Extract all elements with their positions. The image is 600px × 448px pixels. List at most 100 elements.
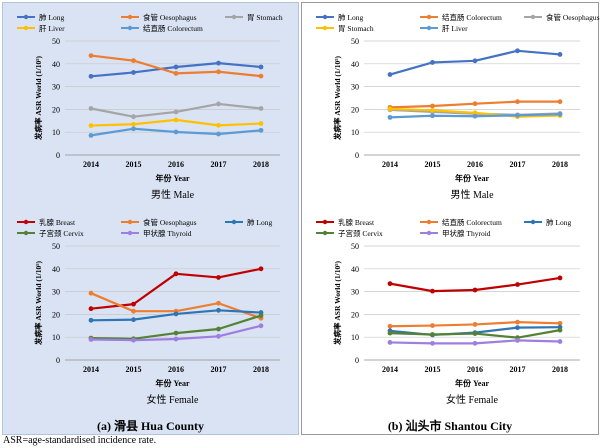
data-point <box>173 336 179 342</box>
x-tick-label: 2017 <box>211 160 227 169</box>
legend-marker <box>23 230 29 236</box>
data-point <box>472 110 478 116</box>
y-tick-label: 50 <box>52 37 60 46</box>
y-tick-label: 20 <box>351 105 359 114</box>
x-tick-label: 2016 <box>467 160 483 169</box>
legend-marker <box>322 230 328 236</box>
data-point <box>173 271 179 277</box>
data-point <box>258 323 264 329</box>
x-axis-label: 年份 Year <box>156 378 190 388</box>
data-point <box>557 320 563 326</box>
legend-label: 结直肠 Colorectum <box>442 12 502 22</box>
legend-marker <box>127 14 133 20</box>
x-axis-label: 年份 Year <box>455 173 489 183</box>
data-point <box>515 99 520 105</box>
legend-label: 食管 Oesophagus <box>143 12 197 22</box>
panel-caption-shantou-city: (b) 汕头市 Shantou City <box>387 419 513 433</box>
data-point <box>258 127 264 133</box>
legend-marker <box>127 230 133 236</box>
x-tick-label: 2016 <box>168 160 184 169</box>
y-tick-label: 10 <box>351 333 359 342</box>
data-point <box>387 106 393 112</box>
data-point <box>430 340 435 346</box>
data-point <box>216 69 221 75</box>
y-tick-label: 50 <box>351 37 359 46</box>
data-point <box>216 122 221 128</box>
y-tick-label: 20 <box>52 105 60 114</box>
legend-marker <box>322 25 328 31</box>
x-tick-label: 2014 <box>382 365 398 374</box>
x-tick-label: 2014 <box>83 160 99 169</box>
x-tick-label: 2018 <box>552 160 568 169</box>
shantou-male-chart: 肺 Long 结直肠 Colorectum 食管 Oesophagus 胃 Stoma… <box>316 12 600 201</box>
data-point <box>88 337 94 342</box>
hua-county-female-chart: 乳腺 Breast 食管 Oesophagus 肺 Long 子宫颈 Cervix 甲状… <box>17 217 280 406</box>
data-point <box>472 58 478 64</box>
data-point <box>258 106 264 111</box>
y-tick-label: 0 <box>355 151 359 160</box>
legend-marker <box>231 219 237 225</box>
y-tick-label: 30 <box>351 83 359 92</box>
legend-label: 肺 Long <box>247 218 272 227</box>
data-point <box>387 72 393 77</box>
data-point <box>387 281 393 287</box>
legend-label: 肺 Long <box>338 13 363 22</box>
data-point <box>173 117 179 123</box>
legend-marker <box>426 219 432 225</box>
legend-marker <box>322 14 328 20</box>
panel-hua-county: 肺 Long 食管 Oesophagus 胃 Stomach 肝 Liver 结直肠 C… <box>2 2 299 435</box>
legend-label: 乳腺 Breast <box>338 217 375 227</box>
x-tick-label: 2018 <box>253 160 269 169</box>
x-tick-label: 2015 <box>425 365 441 374</box>
legend-marker <box>127 25 133 31</box>
data-point <box>131 58 136 64</box>
chart-caption: 女性 Female <box>446 393 498 406</box>
data-point <box>173 330 179 336</box>
panel-shantou-city: 肺 Long 结直肠 Colorectum 食管 Oesophagus 胃 Stoma… <box>301 2 600 435</box>
data-point <box>557 111 563 117</box>
data-point <box>387 340 393 345</box>
data-point <box>258 266 264 272</box>
chart-caption: 男性 Male <box>450 188 494 201</box>
y-tick-label: 0 <box>56 151 60 160</box>
data-point <box>88 106 94 111</box>
chart-caption: 男性 Male <box>151 188 195 201</box>
data-point <box>472 101 478 107</box>
data-point <box>216 307 221 313</box>
data-point <box>216 101 221 107</box>
y-tick-label: 30 <box>52 288 60 297</box>
legend-label: 胃 Stomach <box>338 24 374 33</box>
data-point <box>131 337 136 343</box>
legend-label: 肺 Long <box>546 218 571 227</box>
y-axis-label: 发病率 ASR World (1/10⁵) <box>33 261 43 346</box>
data-point <box>88 317 94 323</box>
legend-label: 食管 Oesophagus <box>546 12 600 22</box>
data-point <box>430 103 435 109</box>
data-point <box>515 337 520 343</box>
data-point <box>131 126 136 132</box>
data-point <box>258 73 264 79</box>
y-tick-label: 30 <box>351 288 359 297</box>
shantou-female-chart: 乳腺 Breast 结直肠 Colorectum 肺 Long 子宫颈 Cervix 甲… <box>316 217 580 406</box>
data-point <box>515 112 520 118</box>
y-tick-label: 40 <box>351 60 359 69</box>
data-point <box>173 311 179 317</box>
x-tick-label: 2017 <box>510 365 526 374</box>
data-point <box>88 123 94 128</box>
data-point <box>557 327 563 333</box>
data-point <box>515 319 520 325</box>
data-point <box>216 333 221 339</box>
data-point <box>387 323 393 329</box>
data-point <box>131 121 136 127</box>
x-tick-label: 2014 <box>83 365 99 374</box>
x-tick-label: 2018 <box>253 365 269 374</box>
legend-marker <box>426 25 432 31</box>
y-tick-label: 20 <box>52 310 60 319</box>
data-point <box>472 340 478 346</box>
legend-marker <box>23 219 29 225</box>
data-point <box>387 330 393 336</box>
data-point <box>557 339 563 344</box>
y-axis-label: 发病率 ASR World (1/10⁵) <box>332 56 342 141</box>
y-tick-label: 20 <box>351 310 359 319</box>
